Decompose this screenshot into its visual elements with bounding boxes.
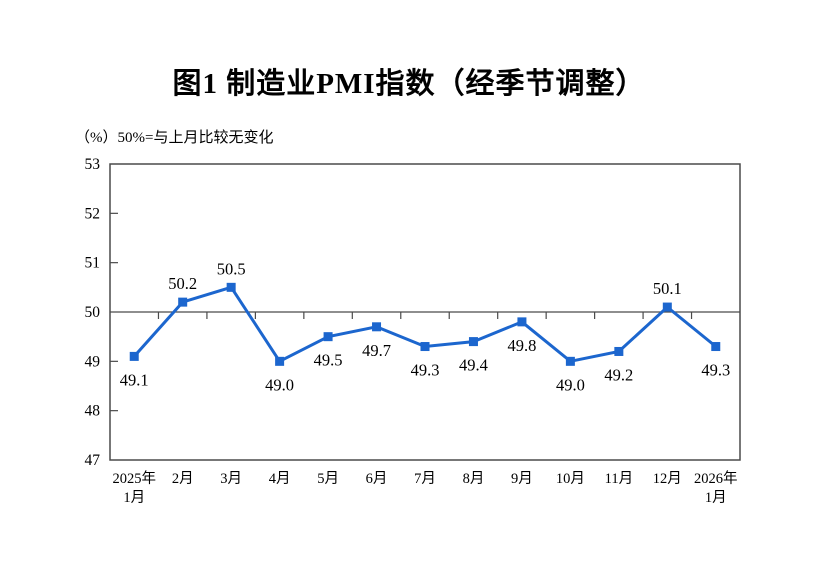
data-label: 49.5 (314, 351, 343, 370)
data-label: 50.2 (168, 274, 197, 293)
x-axis-label: 2026年 1月 (694, 470, 738, 506)
data-point-marker (468, 337, 478, 347)
y-axis-label: 49 (85, 353, 101, 370)
data-label: 49.0 (265, 375, 294, 394)
x-axis-label: 8月 (463, 471, 485, 487)
y-axis-label: 52 (85, 205, 101, 222)
data-label: 49.3 (701, 361, 730, 380)
data-label: 49.1 (120, 370, 149, 389)
data-point-marker (226, 282, 236, 292)
x-axis-label: 4月 (269, 471, 291, 487)
data-label: 50.5 (217, 259, 246, 278)
data-label: 49.0 (556, 375, 585, 394)
x-axis-label: 10月 (556, 471, 585, 487)
plot-frame (109, 163, 741, 461)
data-label: 49.4 (459, 356, 488, 375)
chart-title: 图1 制造业PMI指数（经季节调整） (172, 68, 646, 100)
x-axis-label: 9月 (511, 471, 533, 487)
data-point-marker (662, 302, 672, 312)
x-axis-label: 12月 (653, 471, 682, 487)
y-axis-label: 51 (85, 255, 101, 272)
x-axis-label: 6月 (366, 471, 388, 487)
data-point-marker (565, 356, 575, 366)
data-point-marker (275, 356, 285, 366)
data-label: 49.8 (507, 336, 536, 355)
data-point-marker (711, 342, 721, 352)
data-point-marker (129, 351, 139, 361)
y-axis-label: 50 (85, 304, 101, 321)
data-label: 50.1 (653, 279, 682, 298)
x-axis-label: 7月 (414, 471, 436, 487)
chart-subtitle: （%）50%=与上月比较无变化 (75, 130, 274, 146)
x-axis-label: 2月 (172, 471, 194, 487)
x-axis-label: 3月 (220, 471, 242, 487)
data-label: 49.2 (604, 365, 633, 384)
data-point-marker (372, 322, 382, 332)
data-point-marker (517, 317, 527, 327)
data-point-marker (420, 342, 430, 352)
y-axis-label: 53 (85, 156, 101, 173)
data-point-marker (178, 297, 188, 307)
data-label: 49.3 (411, 361, 440, 380)
data-point-marker (323, 332, 333, 342)
x-axis-label: 11月 (605, 471, 633, 487)
x-axis-label: 5月 (317, 471, 339, 487)
data-label: 49.7 (362, 341, 391, 360)
x-axis-label: 2025年 1月 (112, 470, 156, 506)
y-axis-label: 48 (85, 403, 101, 420)
y-axis-label: 47 (85, 452, 101, 469)
data-point-marker (614, 346, 624, 356)
